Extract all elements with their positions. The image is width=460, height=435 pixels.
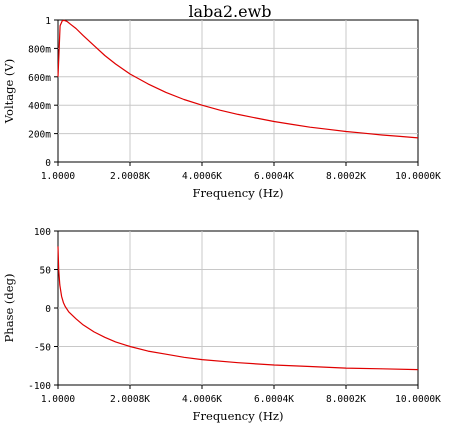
chart1-y-tick-label: 1 bbox=[45, 16, 51, 27]
chart1-x-tick-label: 10.0000K bbox=[395, 171, 441, 182]
chart2-y-tick-label: 0 bbox=[45, 304, 51, 315]
chart1-x-tick-label: 1.0000 bbox=[41, 171, 76, 182]
chart1-y-tick-label: 400m bbox=[28, 101, 51, 112]
chart2-x-tick-label: 4.0006K bbox=[182, 394, 222, 405]
chart1-x-axis-label: Frequency (Hz) bbox=[193, 186, 284, 200]
chart1-x-tick-label: 2.0008K bbox=[110, 171, 150, 182]
chart2-x-tick-label: 1.0000 bbox=[41, 394, 76, 405]
chart1-x-tick-label: 8.0002K bbox=[326, 171, 366, 182]
chart2-x-tick-label: 10.0000K bbox=[395, 394, 441, 405]
chart1-y-tick-label: 600m bbox=[28, 73, 51, 84]
chart1-y-axis-label: Voltage (V) bbox=[2, 59, 16, 124]
chart1-y-tick-label: 800m bbox=[28, 44, 51, 55]
chart2-series-line bbox=[57, 246, 419, 371]
chart2-y-tick-label: 50 bbox=[40, 266, 52, 277]
chart1-y-tick-label: 0 bbox=[45, 158, 51, 169]
chart1-plot-frame bbox=[57, 19, 419, 163]
chart2-x-tick-label: 8.0002K bbox=[326, 394, 366, 405]
chart2-x-axis-label: Frequency (Hz) bbox=[193, 409, 284, 423]
chart1-y-tick-label: 200m bbox=[28, 130, 51, 141]
chart2-x-tick-label: 2.0008K bbox=[110, 394, 150, 405]
chart2-y-tick-label: 100 bbox=[34, 227, 51, 238]
chart2-y-tick-label: -100 bbox=[28, 381, 51, 392]
chart1-x-tick-label: 4.0006K bbox=[182, 171, 222, 182]
chart2-y-axis-label: Phase (deg) bbox=[2, 274, 16, 343]
window-title: laba2.ewb bbox=[188, 2, 271, 21]
chart2-x-tick-label: 6.0004K bbox=[254, 394, 294, 405]
chart2-y-tick-label: -50 bbox=[34, 343, 51, 354]
chart1-x-tick-label: 6.0004K bbox=[254, 171, 294, 182]
chart1-series-line bbox=[57, 19, 419, 139]
